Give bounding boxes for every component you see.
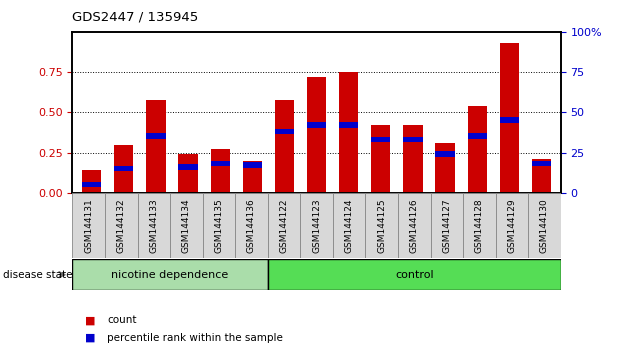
Bar	[532, 161, 551, 166]
Text: GSM144129: GSM144129	[507, 198, 517, 253]
Bar	[435, 143, 455, 193]
Text: GSM144134: GSM144134	[182, 198, 191, 253]
Bar	[82, 170, 101, 193]
Text: nicotine dependence: nicotine dependence	[112, 270, 229, 280]
Bar	[301, 193, 333, 258]
Text: GSM144126: GSM144126	[410, 198, 419, 253]
Bar	[178, 164, 198, 170]
Text: GSM144133: GSM144133	[149, 198, 158, 253]
Text: GSM144123: GSM144123	[312, 198, 321, 253]
Bar	[496, 193, 528, 258]
Bar	[463, 193, 496, 258]
Bar	[467, 133, 487, 139]
Bar	[339, 72, 358, 193]
Bar	[146, 133, 166, 139]
Text: GSM144127: GSM144127	[442, 198, 451, 253]
Text: count: count	[107, 315, 137, 325]
Bar	[307, 122, 326, 128]
Text: GSM144130: GSM144130	[540, 198, 549, 253]
Bar	[532, 159, 551, 193]
Text: ■: ■	[85, 333, 96, 343]
Bar	[339, 122, 358, 128]
Bar	[500, 117, 519, 123]
Bar	[430, 193, 463, 258]
Bar	[210, 161, 230, 166]
Text: GSM144125: GSM144125	[377, 198, 386, 253]
Bar	[146, 99, 166, 193]
Bar	[403, 137, 423, 142]
Bar	[114, 166, 134, 171]
Text: control: control	[395, 270, 433, 280]
Text: GSM144128: GSM144128	[475, 198, 484, 253]
Bar	[114, 144, 134, 193]
Bar	[333, 193, 365, 258]
Bar	[203, 193, 235, 258]
Bar	[275, 129, 294, 134]
Bar	[371, 125, 391, 193]
Bar	[435, 151, 455, 157]
Text: GSM144124: GSM144124	[345, 199, 353, 253]
Bar	[268, 193, 301, 258]
Text: ■: ■	[85, 315, 96, 325]
Bar	[403, 125, 423, 193]
Text: disease state: disease state	[3, 270, 72, 280]
Bar	[275, 99, 294, 193]
Bar	[170, 193, 203, 258]
Bar	[72, 193, 105, 258]
Bar	[243, 162, 262, 168]
Text: GSM144131: GSM144131	[84, 198, 93, 253]
Bar	[365, 193, 398, 258]
Bar	[398, 193, 430, 258]
Bar	[268, 259, 561, 290]
Bar	[105, 193, 137, 258]
Bar	[371, 137, 391, 142]
Bar	[235, 193, 268, 258]
Bar	[500, 43, 519, 193]
Bar	[72, 259, 268, 290]
Text: GDS2447 / 135945: GDS2447 / 135945	[72, 10, 198, 23]
Bar	[243, 161, 262, 193]
Bar	[528, 193, 561, 258]
Bar	[307, 77, 326, 193]
Text: GSM144122: GSM144122	[280, 199, 289, 253]
Bar	[137, 193, 170, 258]
Text: GSM144136: GSM144136	[247, 198, 256, 253]
Bar	[210, 149, 230, 193]
Bar	[467, 106, 487, 193]
Text: GSM144132: GSM144132	[117, 198, 126, 253]
Bar	[178, 154, 198, 193]
Text: percentile rank within the sample: percentile rank within the sample	[107, 333, 283, 343]
Bar	[82, 182, 101, 187]
Text: GSM144135: GSM144135	[214, 198, 224, 253]
